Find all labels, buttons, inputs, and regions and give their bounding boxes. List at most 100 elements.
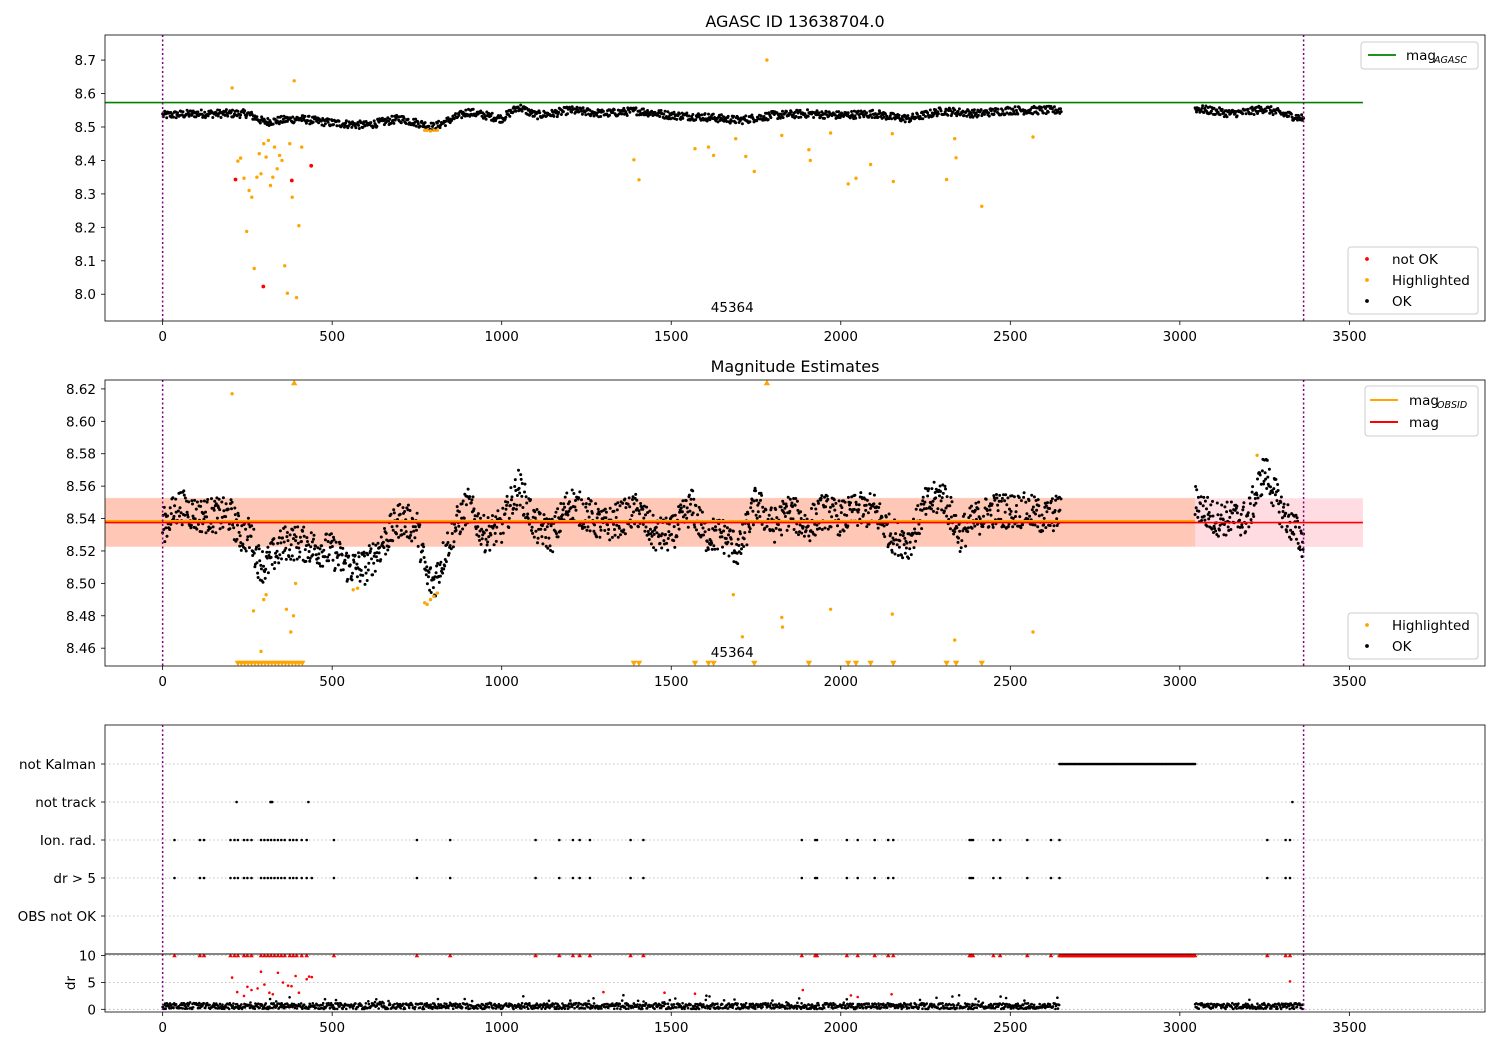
y-tick-label: 8.7 bbox=[75, 53, 96, 69]
data-point-ok bbox=[1297, 525, 1301, 529]
data-point-ok bbox=[408, 509, 412, 512]
data-point-ok bbox=[666, 110, 670, 114]
data-point-not-ok bbox=[233, 177, 238, 182]
data-point-ok bbox=[404, 122, 408, 125]
data-point-highlighted bbox=[292, 79, 296, 83]
data-point-ok bbox=[398, 502, 402, 506]
data-point-ok bbox=[629, 525, 633, 529]
data-point-ok bbox=[876, 115, 880, 119]
dr-point bbox=[407, 1006, 411, 1009]
data-point-ok bbox=[434, 571, 438, 575]
dr-point bbox=[274, 1000, 278, 1003]
data-point-ok bbox=[782, 502, 786, 506]
dr-point bbox=[377, 1007, 381, 1010]
flag-point bbox=[173, 838, 176, 842]
data-point-highlighted bbox=[285, 291, 290, 295]
data-point-not-ok bbox=[289, 178, 294, 183]
data-point-ok bbox=[496, 509, 500, 513]
data-point-ok bbox=[572, 492, 576, 495]
data-point-ok bbox=[460, 502, 464, 506]
data-point-ok bbox=[705, 540, 709, 543]
data-point-ok bbox=[336, 563, 340, 567]
data-point-ok bbox=[508, 504, 512, 507]
data-point-ok bbox=[588, 502, 592, 506]
data-point-ok bbox=[762, 115, 766, 118]
flag-point bbox=[273, 876, 276, 880]
data-point-ok bbox=[408, 536, 411, 540]
data-point-ok bbox=[882, 115, 886, 119]
data-point-ok bbox=[613, 528, 616, 531]
data-point-below-range bbox=[943, 660, 950, 667]
data-point-ok bbox=[794, 530, 798, 534]
data-point-ok bbox=[736, 537, 740, 541]
data-point-ok bbox=[457, 524, 461, 528]
data-point-ok bbox=[376, 559, 379, 562]
data-point-ok bbox=[769, 116, 773, 120]
data-point-ok bbox=[581, 527, 584, 530]
data-point-ok bbox=[501, 506, 505, 510]
data-point-ok bbox=[454, 526, 458, 530]
data-point-ok bbox=[464, 503, 468, 507]
dr-point bbox=[386, 1007, 390, 1011]
data-point-ok bbox=[755, 498, 759, 502]
dr-point bbox=[181, 1007, 185, 1010]
data-point-ok bbox=[889, 540, 893, 544]
data-point-ok bbox=[373, 569, 377, 573]
y-tick-label: 8.48 bbox=[66, 609, 96, 625]
dr-point bbox=[547, 999, 551, 1003]
dr-point bbox=[616, 1007, 619, 1010]
data-point-ok bbox=[1256, 496, 1260, 500]
data-point-below-range bbox=[978, 660, 985, 667]
data-point-ok bbox=[645, 111, 649, 115]
data-point-ok bbox=[672, 525, 676, 529]
data-point-ok bbox=[741, 522, 745, 526]
data-point-ok bbox=[486, 516, 490, 520]
data-point-highlighted bbox=[432, 594, 436, 598]
data-point-ok bbox=[970, 504, 973, 508]
data-point-ok bbox=[174, 116, 178, 120]
data-point-ok bbox=[610, 535, 614, 539]
data-point-ok bbox=[765, 524, 769, 528]
y-tick-label: 8.50 bbox=[66, 576, 96, 592]
data-point-ok bbox=[256, 576, 260, 579]
data-point-ok bbox=[649, 532, 653, 536]
flag-point bbox=[588, 838, 592, 842]
data-point-ok bbox=[932, 480, 936, 484]
data-point-ok bbox=[226, 507, 230, 511]
data-point-ok bbox=[606, 523, 609, 527]
data-point-ok bbox=[1235, 114, 1239, 118]
data-point-ok bbox=[1036, 525, 1040, 529]
data-point-ok bbox=[939, 490, 943, 493]
data-point-ok bbox=[692, 497, 696, 501]
dr-point bbox=[622, 993, 625, 997]
data-point-ok bbox=[424, 573, 428, 577]
data-point-ok bbox=[979, 108, 983, 112]
data-point-ok bbox=[1045, 510, 1049, 514]
data-point-ok bbox=[641, 507, 645, 511]
data-point-ok bbox=[316, 556, 320, 560]
data-point-ok bbox=[484, 117, 488, 121]
data-point-ok bbox=[806, 114, 810, 118]
data-point-ok bbox=[194, 507, 198, 511]
x-tick-label: 3500 bbox=[1332, 329, 1366, 345]
data-point-ok bbox=[490, 111, 494, 115]
dr-point bbox=[573, 1007, 576, 1010]
flag-label: Ion. rad. bbox=[40, 833, 96, 849]
data-point-highlighted bbox=[230, 392, 234, 396]
dr-point bbox=[505, 1002, 508, 1005]
data-point-ok bbox=[226, 114, 230, 118]
data-point-ok bbox=[1001, 109, 1005, 113]
data-point-ok bbox=[928, 108, 932, 112]
data-point-ok bbox=[206, 498, 210, 501]
data-point-ok bbox=[716, 120, 720, 124]
data-point-ok bbox=[1282, 505, 1285, 509]
data-point-ok bbox=[776, 523, 780, 527]
data-point-ok bbox=[824, 505, 828, 509]
data-point-ok bbox=[781, 116, 785, 120]
data-point-ok bbox=[488, 548, 492, 552]
data-point-ok bbox=[1282, 502, 1286, 506]
data-point-ok bbox=[204, 510, 207, 514]
flag-point bbox=[305, 876, 309, 880]
data-point-ok bbox=[1042, 516, 1046, 520]
legend-label: mag bbox=[1409, 393, 1439, 409]
